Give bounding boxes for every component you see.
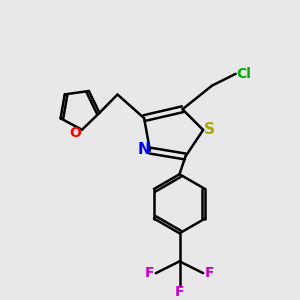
- Text: N: N: [137, 142, 150, 157]
- Text: F: F: [175, 285, 184, 299]
- Text: O: O: [70, 126, 81, 140]
- Text: F: F: [145, 266, 155, 280]
- Text: S: S: [204, 122, 215, 137]
- Text: F: F: [204, 266, 214, 280]
- Text: Cl: Cl: [236, 67, 251, 81]
